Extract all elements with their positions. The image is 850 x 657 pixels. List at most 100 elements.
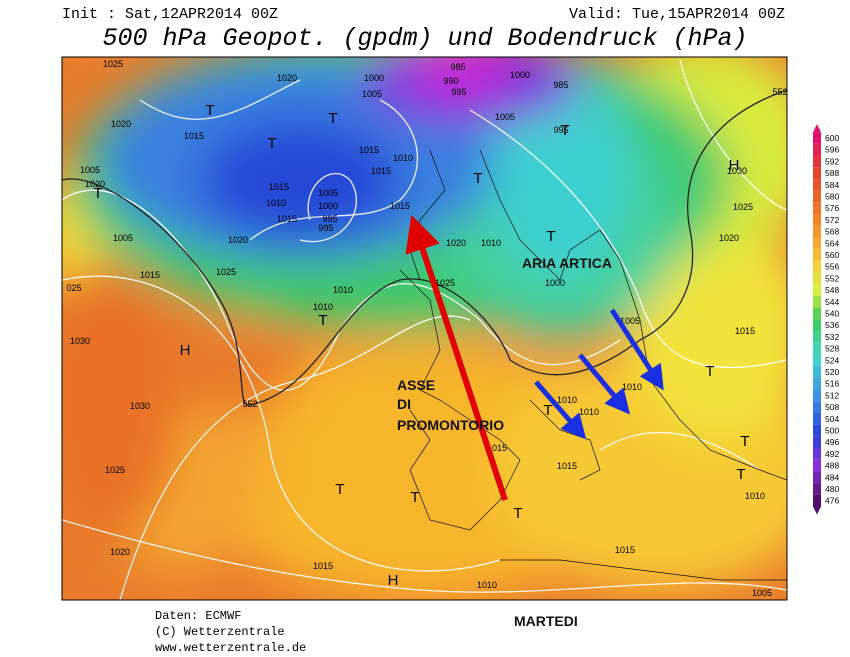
colorbar-tick-label: 576 xyxy=(825,203,839,213)
isobar-label: 995 xyxy=(553,125,568,135)
isobar-label: 552 xyxy=(772,87,787,97)
isobar-label: 1015 xyxy=(269,182,289,192)
isobar-label: 1020 xyxy=(111,119,131,129)
colorbar-cell xyxy=(813,494,821,507)
cold-air-arrows xyxy=(534,308,664,440)
colorbar-cell xyxy=(813,342,821,355)
isobar-label: 1025 xyxy=(216,267,236,277)
isobar-label: 1020 xyxy=(719,233,739,243)
colorbar-cell xyxy=(813,307,821,320)
isobar-label: 1000 xyxy=(545,278,565,288)
colorbar-tick-label: 572 xyxy=(825,215,839,225)
pressure-center: T xyxy=(543,402,552,419)
colorbar-tick-label: 516 xyxy=(825,379,839,389)
colorbar: 6005965925885845805765725685645605565525… xyxy=(813,124,839,515)
isobar-label: 1010 xyxy=(266,198,286,208)
pressure-center: T xyxy=(410,489,419,506)
isobar-label: 1015 xyxy=(557,461,577,471)
colorbar-cell xyxy=(813,366,821,378)
pressure-center: H xyxy=(729,157,740,174)
arctic-air-label: ARIA ARTICA xyxy=(522,255,612,271)
colorbar-tick-label: 564 xyxy=(825,238,839,248)
map-title: 500 hPa Geopot. (gpdm) und Bodendruck (h… xyxy=(102,24,747,53)
isobar-label: 1005 xyxy=(113,233,133,243)
colorbar-cell xyxy=(813,178,821,191)
colorbar-tick-label: 476 xyxy=(825,496,839,506)
colorbar-cell xyxy=(813,448,821,460)
isobar-label: 1015 xyxy=(615,545,635,555)
colorbar-cap xyxy=(813,506,821,515)
colorbar-cell xyxy=(813,436,821,449)
pressure-center: T xyxy=(318,312,327,329)
map-field xyxy=(62,57,787,600)
isobar-label: 1025 xyxy=(103,59,123,69)
pressure-center: T xyxy=(267,135,276,152)
colorbar-tick-label: 484 xyxy=(825,472,839,482)
colorbar-tick-label: 596 xyxy=(825,145,839,155)
pressure-center: T xyxy=(560,122,569,139)
isobar-label: 1005 xyxy=(752,588,772,598)
colorbar-cell xyxy=(813,143,821,156)
isobar-label: 1015 xyxy=(359,145,379,155)
pressure-center: T xyxy=(93,185,102,202)
isobar-label: 1015 xyxy=(184,131,204,141)
colorbar-tick-label: 528 xyxy=(825,344,839,354)
isobar-label: 1010 xyxy=(579,407,599,417)
colorbar-tick-label: 492 xyxy=(825,449,839,459)
isobar-label: 1020 xyxy=(277,73,297,83)
isobar-label: 1015 xyxy=(140,270,160,280)
isobar-label: 1015 xyxy=(735,326,755,336)
ridge-label: DI xyxy=(397,396,411,412)
colorbar-tick-label: 556 xyxy=(825,262,839,272)
map-frame xyxy=(61,56,788,601)
isobar-label: 1010 xyxy=(333,285,353,295)
isobar-label: 1000 xyxy=(364,73,384,83)
colorbar-cell xyxy=(813,424,821,437)
isobar-label: 990 xyxy=(443,76,458,86)
colorbar-cell xyxy=(813,377,821,390)
source: Daten: ECMWF xyxy=(155,609,241,623)
colorbar-cell xyxy=(813,155,821,168)
isobar-label: 1015 xyxy=(371,166,391,176)
pressure-center: T xyxy=(335,481,344,498)
pressure-center: H xyxy=(388,572,399,589)
pressure-center: T xyxy=(473,170,482,187)
colorbar-tick-label: 504 xyxy=(825,414,839,424)
pressure-center: T xyxy=(705,363,714,380)
colorbar-tick-label: 540 xyxy=(825,309,839,319)
colorbar-tick-label: 532 xyxy=(825,332,839,342)
isobar-label: 995 xyxy=(451,87,466,97)
colorbar-cell xyxy=(813,249,821,261)
isobar-label: 1010 xyxy=(745,491,765,501)
pressure-center: T xyxy=(328,110,337,127)
colorbar-cell xyxy=(813,167,821,179)
isobar-label: 1015 xyxy=(313,561,333,571)
day-label: MARTEDI xyxy=(514,613,578,629)
isobar-label: 1010 xyxy=(557,395,577,405)
pressure-center: H xyxy=(180,342,191,359)
colorbar-tick-label: 584 xyxy=(825,180,839,190)
isobar-label: 1025 xyxy=(733,202,753,212)
colorbar-tick-label: 568 xyxy=(825,227,839,237)
colorbar-cell xyxy=(813,412,821,425)
isobar-label: 1010 xyxy=(481,238,501,248)
colorbar-cell xyxy=(813,237,821,250)
colorbar-cell xyxy=(813,331,821,343)
isobar-label: 1010 xyxy=(622,382,642,392)
colorbar-cell xyxy=(813,132,821,144)
isobar-label: 1015 xyxy=(277,214,297,224)
colorbar-cell xyxy=(813,272,821,285)
isobar-label: 1020 xyxy=(228,235,248,245)
isobar-label: 1030 xyxy=(70,336,90,346)
isobar-label: 985 xyxy=(553,80,568,90)
colorbar-tick-label: 500 xyxy=(825,426,839,436)
isobar-label: 1000 xyxy=(510,70,530,80)
isobar-label: 1025 xyxy=(105,465,125,475)
isobar-label: 1010 xyxy=(313,302,333,312)
isobar-label: 1020 xyxy=(85,179,105,189)
colorbar-tick-label: 524 xyxy=(825,355,839,365)
isobar-label: 1000 xyxy=(318,201,338,211)
pressure-center: T xyxy=(740,433,749,450)
ridge-arrow xyxy=(405,214,508,501)
